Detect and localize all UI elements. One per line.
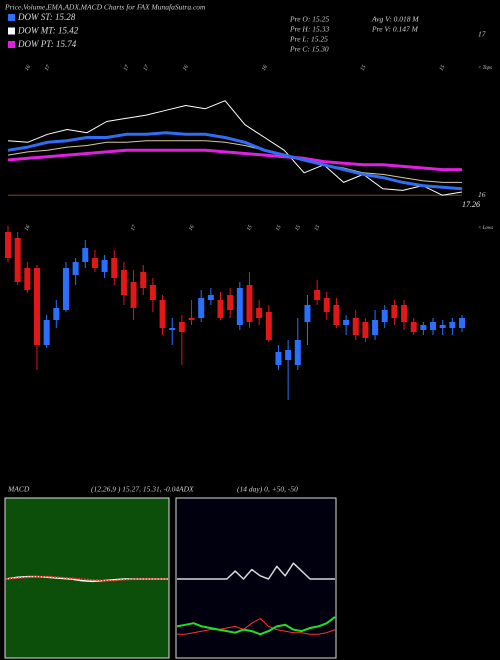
pre-open: Pre O: 15.25 xyxy=(289,15,329,24)
candle-body xyxy=(91,258,98,268)
candle-body xyxy=(304,305,311,322)
pre-close: Pre C: 15.30 xyxy=(289,45,329,54)
x-tick-label: 17 xyxy=(142,64,150,72)
candle-body xyxy=(111,258,118,278)
series-line xyxy=(7,148,462,172)
series-line xyxy=(176,616,336,636)
candle-body xyxy=(149,285,156,300)
pre-low: Pre L: 15.25 xyxy=(289,35,328,44)
candle-body xyxy=(420,325,427,330)
candle-body xyxy=(43,320,50,345)
candle-body xyxy=(246,285,253,322)
last-price: 17.26 xyxy=(462,200,480,209)
x-tick-label: 17 xyxy=(130,224,138,232)
series-line xyxy=(5,575,168,582)
candle-body xyxy=(178,322,185,332)
legend-swatch xyxy=(8,41,15,48)
candle-body xyxy=(401,305,408,322)
panel xyxy=(4,497,170,659)
side-note: < Tops xyxy=(478,66,492,71)
candle-body xyxy=(352,318,359,335)
x-tick-label: 16 xyxy=(261,64,269,72)
series-line xyxy=(7,131,463,191)
x-tick-label: 15 xyxy=(439,64,447,72)
series-line xyxy=(177,618,336,635)
candle-body xyxy=(439,325,446,328)
panel-title: ADX xyxy=(178,485,194,494)
candle-body xyxy=(159,300,166,328)
candle-body xyxy=(82,248,89,262)
y-tick-label: 16 xyxy=(478,190,486,199)
candle-body xyxy=(140,272,147,288)
x-tick-label: 17 xyxy=(123,64,131,72)
candle-body xyxy=(72,262,79,275)
x-tick-label: 15 xyxy=(294,224,302,232)
candle-body xyxy=(14,238,21,282)
panel-subtitle: (12,26,9 ) 15.27, 15.31, -0.04 xyxy=(91,485,179,494)
candle-body xyxy=(62,268,69,310)
candle-body xyxy=(130,282,137,308)
candle-body xyxy=(314,290,321,300)
candle-body xyxy=(24,268,31,290)
candle-body xyxy=(323,298,330,312)
legend-swatch xyxy=(8,14,15,21)
legend-swatch xyxy=(8,27,15,35)
candle-body xyxy=(333,305,340,325)
avg-volume: Avg V: 0.018 M xyxy=(371,15,419,24)
x-tick-label: 15 xyxy=(313,224,321,232)
x-tick-label: 16 xyxy=(188,224,196,232)
candle-body xyxy=(362,322,369,338)
candle-body xyxy=(410,322,417,332)
candle-body xyxy=(217,300,224,318)
candle-body xyxy=(294,340,301,365)
legend-label: DOW MT: 15.42 xyxy=(17,26,79,36)
candle-body xyxy=(372,320,379,335)
candle-body xyxy=(227,295,234,310)
candle-body xyxy=(265,312,272,340)
panel-subtitle: (14 day) 0, +50, -50 xyxy=(237,485,298,494)
x-tick-label: 16 xyxy=(24,224,32,232)
x-tick-label: 16 xyxy=(182,64,190,72)
candle-body xyxy=(207,295,214,300)
candle-body xyxy=(459,318,465,328)
legend-label: DOW PT: 15.74 xyxy=(17,39,77,49)
candle-body xyxy=(381,310,388,322)
candle-body xyxy=(53,308,60,320)
candle-body xyxy=(198,298,205,318)
panel-title: MACD xyxy=(7,485,30,494)
y-tick-label: 17 xyxy=(478,30,486,39)
candle-body xyxy=(430,322,437,330)
series-line xyxy=(177,562,335,580)
x-tick-label: 15 xyxy=(360,64,368,72)
candle-body xyxy=(449,322,456,328)
candle-body xyxy=(188,318,195,320)
candle-body xyxy=(391,305,398,318)
candle-body xyxy=(343,320,350,325)
candle-body xyxy=(236,288,243,325)
candle-body xyxy=(275,352,282,365)
pre-high: Pre H: 15.33 xyxy=(289,25,329,34)
candle-body xyxy=(285,350,292,360)
candle-body xyxy=(5,232,11,258)
series-line xyxy=(7,140,462,183)
legend-label: DOW ST: 15.28 xyxy=(17,12,76,22)
candle-body xyxy=(101,260,108,272)
pre-volume: Pre V: 0.147 M xyxy=(371,25,419,34)
candle-body xyxy=(169,328,176,330)
candle-body xyxy=(33,268,40,345)
candle-body xyxy=(120,270,127,295)
page-title: Price,Volume,EMA,ADX,MACD Charts for FAX… xyxy=(4,3,206,12)
series-line xyxy=(7,100,463,196)
side-note: < Lows xyxy=(478,226,493,231)
x-tick-label: 15 xyxy=(246,224,254,232)
x-tick-label: 17 xyxy=(44,64,52,72)
candle-body xyxy=(256,308,263,318)
x-tick-label: 15 xyxy=(275,224,283,232)
x-tick-label: 16 xyxy=(24,64,32,72)
